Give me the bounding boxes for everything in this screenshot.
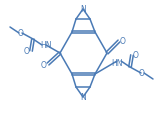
Text: O: O	[120, 37, 126, 46]
Text: O: O	[41, 60, 47, 69]
Text: O: O	[139, 69, 145, 78]
Text: N: N	[80, 93, 86, 102]
Text: HN: HN	[40, 40, 52, 49]
Text: O: O	[133, 51, 139, 60]
Text: N: N	[80, 5, 86, 14]
Text: HN: HN	[111, 58, 123, 67]
Text: O: O	[24, 47, 30, 56]
Text: O: O	[18, 29, 24, 38]
